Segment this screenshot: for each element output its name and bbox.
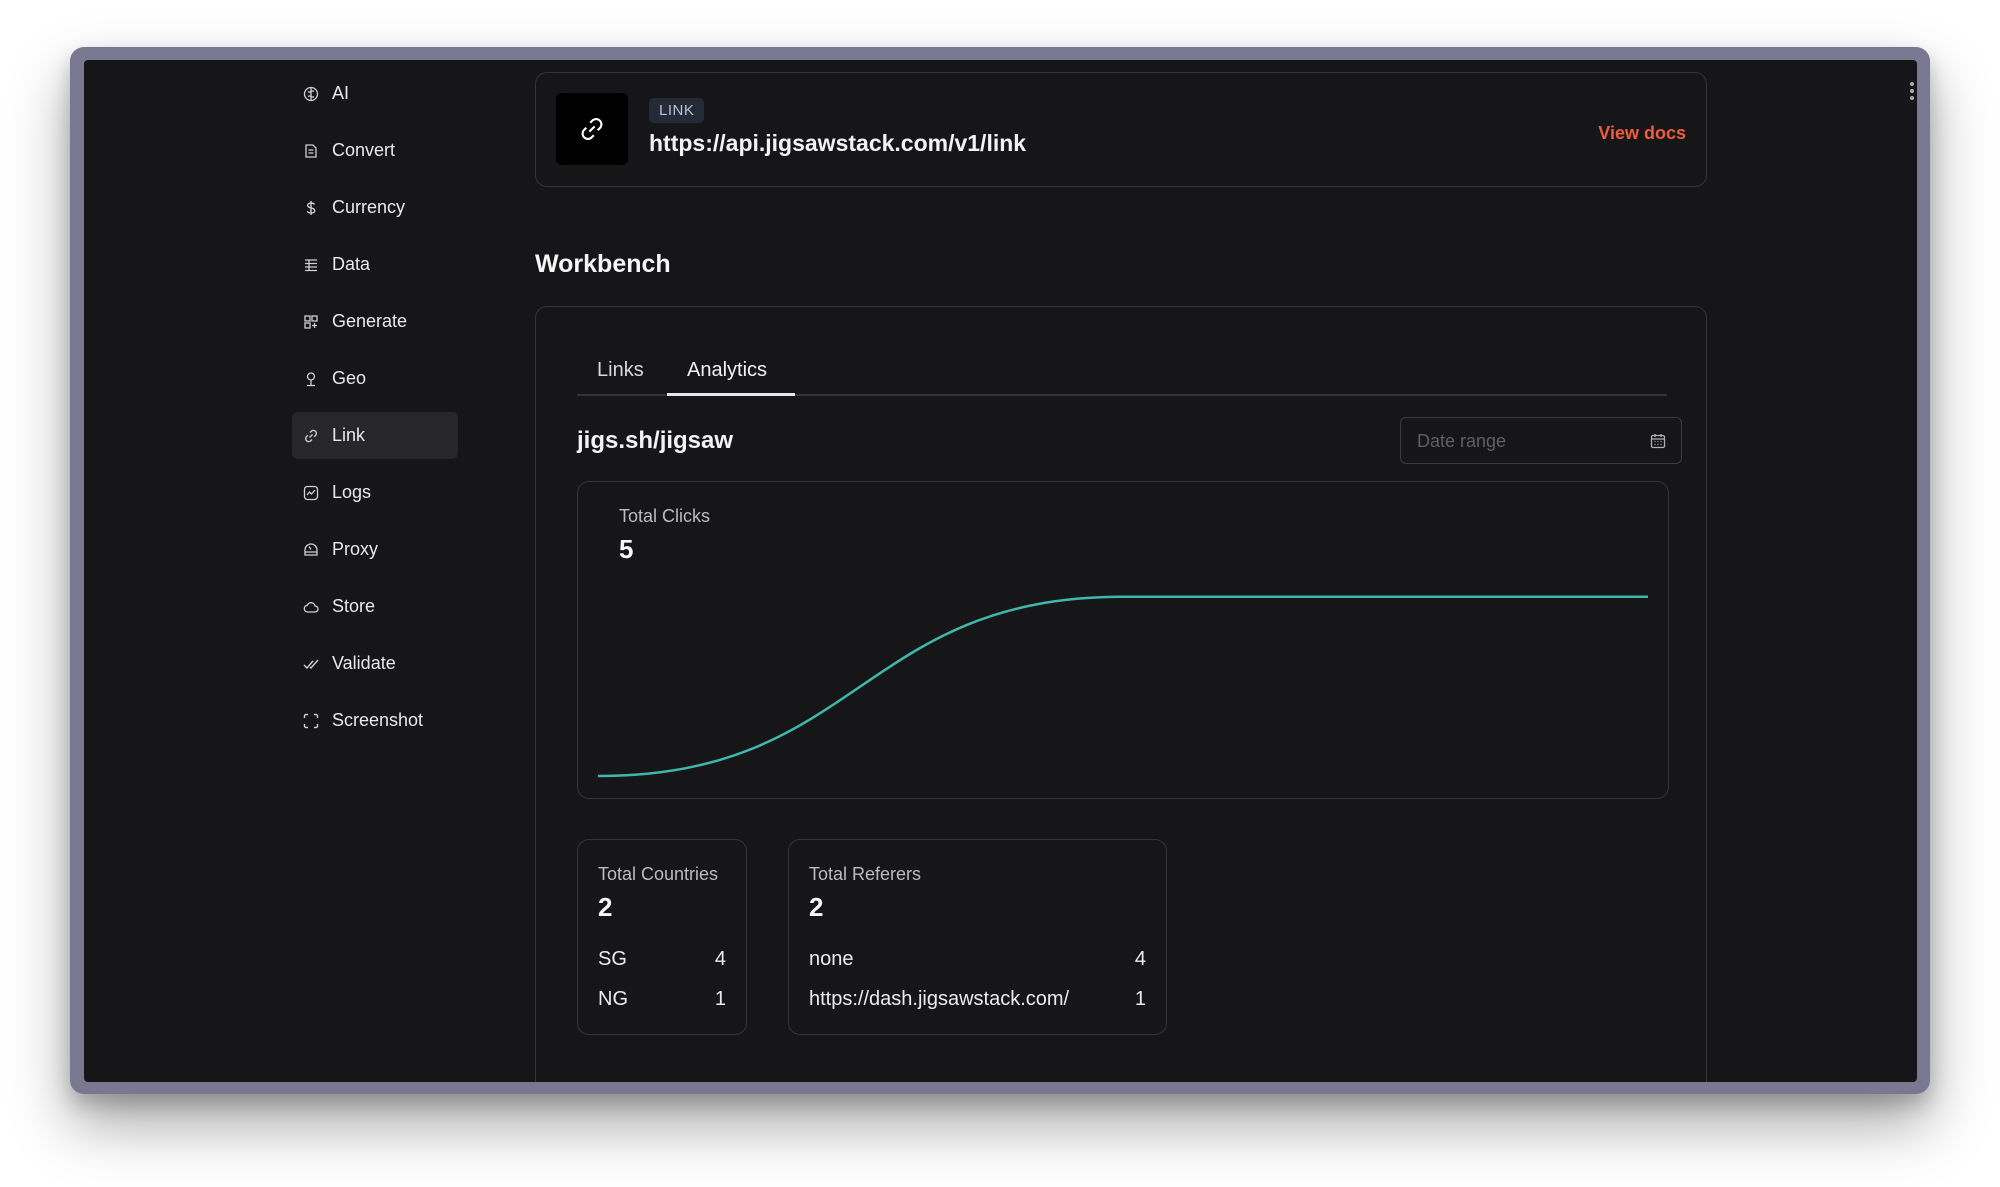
country-count: 1 bbox=[714, 988, 726, 1010]
link-icon bbox=[556, 93, 628, 165]
active-tab-indicator bbox=[667, 393, 795, 396]
country-list: SG 4 NG 1 bbox=[598, 948, 726, 1028]
logs-icon bbox=[302, 484, 320, 502]
workbench-panel: Links Analytics jigs.sh/jigsaw Date rang… bbox=[535, 306, 1707, 1082]
total-clicks-card: Total Clicks 5 bbox=[577, 481, 1669, 799]
sidebar-item-label: Screenshot bbox=[332, 710, 424, 730]
short-link-title: jigs.sh/jigsaw bbox=[577, 427, 734, 454]
generate-icon bbox=[302, 313, 320, 331]
tab-analytics[interactable]: Analytics bbox=[687, 359, 768, 381]
sidebar-item-label: Currency bbox=[332, 197, 406, 217]
sidebar-item-label: Link bbox=[332, 425, 366, 445]
app-window: AI Convert Currency Data bbox=[84, 60, 1917, 1082]
endpoint-url: https://api.jigsawstack.com/v1/link bbox=[649, 130, 1027, 156]
sidebar-item-store[interactable]: Store bbox=[292, 583, 458, 630]
total-countries-label: Total Countries bbox=[598, 864, 719, 884]
clicks-chart bbox=[597, 595, 1648, 778]
total-referers-label: Total Referers bbox=[809, 864, 922, 884]
sidebar-item-label: Convert bbox=[332, 140, 396, 160]
link-icon bbox=[302, 427, 320, 445]
sidebar-item-label: AI bbox=[332, 83, 350, 103]
data-icon bbox=[302, 256, 320, 274]
tab-links[interactable]: Links bbox=[597, 359, 644, 381]
total-referers-card: Total Referers 2 none 4 https://dash.jig… bbox=[788, 839, 1167, 1035]
sidebar-item-label: Proxy bbox=[332, 539, 379, 559]
referer-name: none bbox=[809, 948, 854, 970]
screenshot-icon bbox=[302, 712, 320, 730]
total-countries-card: Total Countries 2 SG 4 NG 1 bbox=[577, 839, 747, 1035]
sidebar-item-logs[interactable]: Logs bbox=[292, 469, 458, 516]
sidebar-item-label: Geo bbox=[332, 368, 367, 388]
country-count: 4 bbox=[714, 948, 726, 970]
referer-name: https://dash.jigsawstack.com/ bbox=[809, 988, 1070, 1010]
list-item: https://dash.jigsawstack.com/ 1 bbox=[809, 988, 1146, 1028]
page-title: Workbench bbox=[535, 250, 671, 278]
total-countries-value: 2 bbox=[598, 892, 613, 922]
country-name: NG bbox=[598, 988, 628, 1010]
brain-icon bbox=[302, 85, 320, 103]
total-clicks-label: Total Clicks bbox=[619, 506, 711, 526]
country-name: SG bbox=[598, 948, 627, 970]
total-referers-value: 2 bbox=[809, 892, 824, 922]
sidebar-item-link[interactable]: Link bbox=[292, 412, 458, 459]
location-pin-icon bbox=[302, 370, 320, 388]
list-item: NG 1 bbox=[598, 988, 726, 1028]
sidebar-item-label: Generate bbox=[332, 311, 408, 331]
convert-icon bbox=[302, 142, 320, 160]
cloud-icon bbox=[302, 598, 320, 616]
sidebar-item-label: Data bbox=[332, 254, 371, 274]
referer-count: 4 bbox=[1134, 948, 1146, 970]
sidebar: AI Convert Currency Data bbox=[292, 70, 458, 754]
date-range-placeholder: Date range bbox=[1417, 431, 1507, 451]
sidebar-item-validate[interactable]: Validate bbox=[292, 640, 458, 687]
sidebar-item-convert[interactable]: Convert bbox=[292, 127, 458, 174]
sidebar-item-geo[interactable]: Geo bbox=[292, 355, 458, 402]
list-item: SG 4 bbox=[598, 948, 726, 988]
proxy-icon bbox=[302, 541, 320, 559]
view-docs-link[interactable]: View docs bbox=[1598, 123, 1686, 143]
sidebar-item-proxy[interactable]: Proxy bbox=[292, 526, 458, 573]
list-item: none 4 bbox=[809, 948, 1146, 988]
dollar-icon bbox=[302, 199, 320, 217]
window-frame: AI Convert Currency Data bbox=[70, 47, 1930, 1094]
check-icon bbox=[302, 655, 320, 673]
sidebar-item-ai[interactable]: AI bbox=[292, 70, 458, 117]
sidebar-item-data[interactable]: Data bbox=[292, 241, 458, 288]
sidebar-item-label: Logs bbox=[332, 482, 372, 502]
sidebar-item-label: Store bbox=[332, 596, 376, 616]
endpoint-method-badge: LINK bbox=[649, 98, 705, 123]
date-range-picker[interactable]: Date range bbox=[1400, 417, 1682, 464]
clicks-series-line bbox=[597, 595, 1648, 778]
sidebar-item-currency[interactable]: Currency bbox=[292, 184, 458, 231]
referer-list: none 4 https://dash.jigsawstack.com/ 1 bbox=[809, 948, 1146, 1028]
calendar-icon bbox=[1649, 432, 1667, 450]
sidebar-item-screenshot[interactable]: Screenshot bbox=[292, 697, 458, 744]
total-clicks-value: 5 bbox=[619, 534, 634, 564]
sidebar-item-label: Validate bbox=[332, 653, 396, 673]
referer-count: 1 bbox=[1134, 988, 1146, 1010]
scrollbar[interactable] bbox=[1910, 82, 1914, 103]
tab-bar: Links Analytics bbox=[577, 347, 1667, 396]
sidebar-item-generate[interactable]: Generate bbox=[292, 298, 458, 345]
endpoint-card: LINK https://api.jigsawstack.com/v1/link… bbox=[535, 72, 1707, 187]
